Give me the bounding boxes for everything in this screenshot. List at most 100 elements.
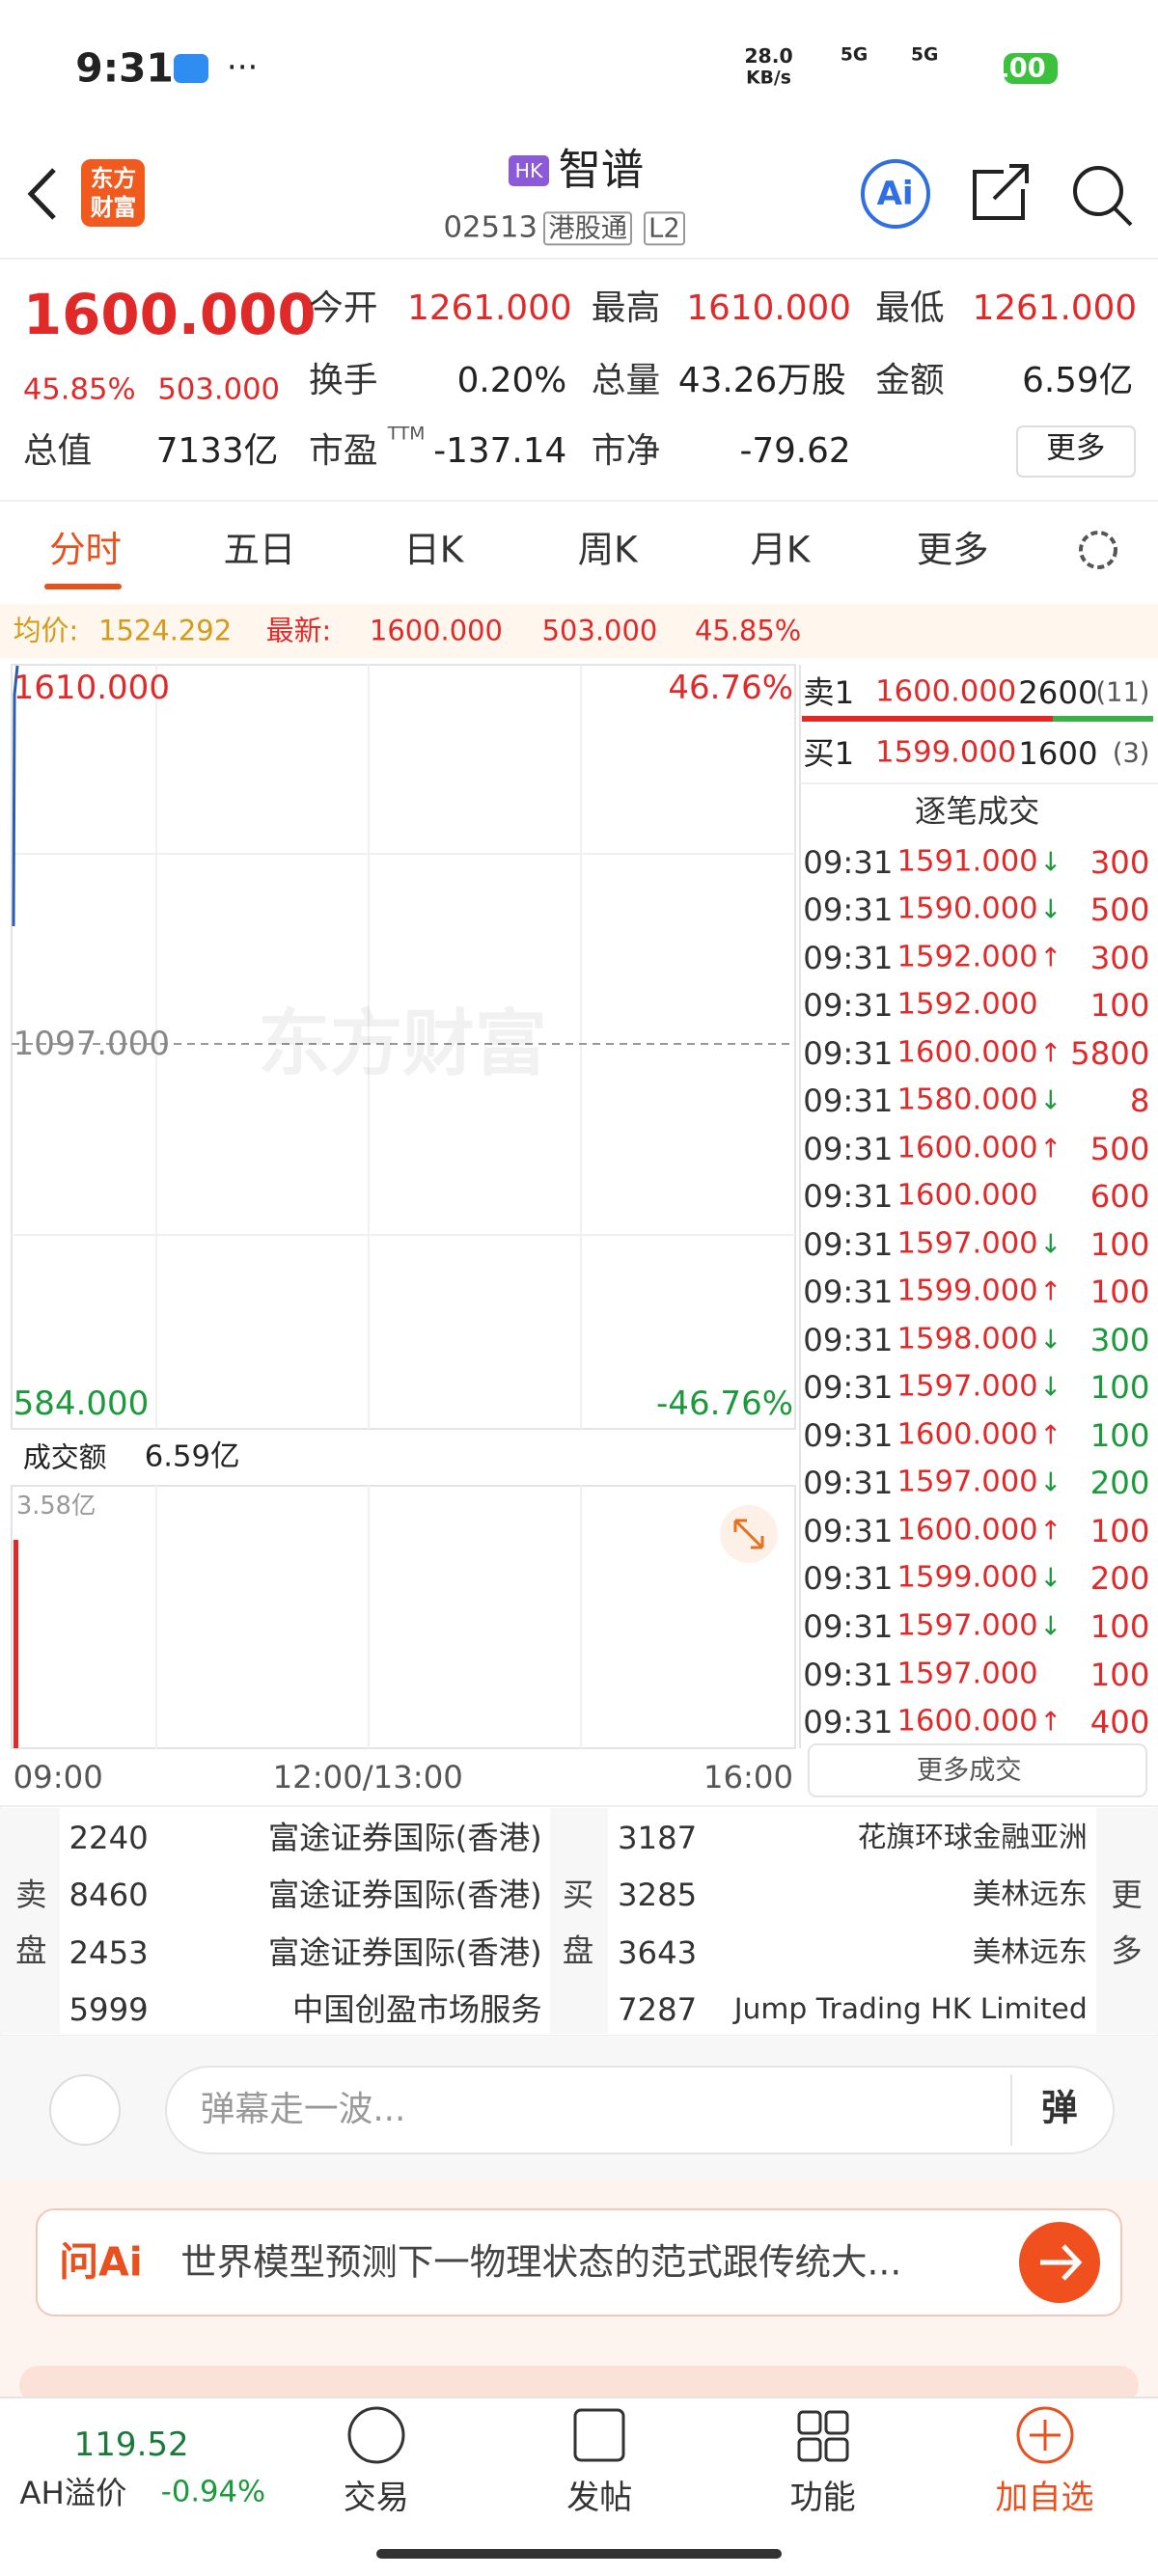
tab[interactable]: 更多 (916, 528, 989, 571)
trade-volume: 100 (1089, 1369, 1150, 1407)
trade-time: 09:31 (803, 843, 894, 881)
trade-arrow: ↑ (1039, 1707, 1062, 1738)
nav-item[interactable]: 发帖 (566, 2478, 633, 2517)
stock-name: 智谱 (558, 145, 645, 195)
trade-time: 09:31 (803, 986, 894, 1024)
broker-code: 5999 (69, 1991, 149, 2029)
trade-arrow: ↑ (1039, 1134, 1062, 1165)
trade-price: 1600.000 (896, 1178, 1038, 1213)
trade-volume: 300 (1089, 843, 1150, 881)
avg-price: 1524.292 (98, 614, 233, 647)
field-value: 1261.000 (972, 288, 1138, 329)
trade-icon[interactable] (347, 2406, 405, 2464)
danmu-icon[interactable] (49, 2074, 121, 2146)
trade-volume: 100 (1089, 1512, 1150, 1549)
trade-arrow: ↓ (1039, 1229, 1062, 1260)
trade-price: 1590.000 (896, 891, 1038, 926)
broker-code: 8460 (69, 1876, 149, 1913)
nav-item[interactable]: 交易 (343, 2478, 409, 2517)
logo-bg (81, 159, 145, 227)
share-icon[interactable] (973, 164, 1029, 220)
trade-volume: 5800 (1070, 1034, 1150, 1072)
broker-more[interactable]: 多 (1111, 1932, 1143, 1969)
broker-name: 美林远东 (972, 1934, 1088, 1969)
trade-volume: 100 (1089, 986, 1150, 1024)
trade-price: 1597.000 (896, 1608, 1038, 1643)
broker-name: 富途证券国际(香港) (267, 1819, 542, 1856)
nav-item[interactable]: 加自选 (995, 2478, 1094, 2517)
field-value: -137.14 (433, 431, 567, 472)
broker-side (0, 1808, 60, 2034)
danmu-input[interactable] (165, 2066, 1115, 2154)
trade-time: 09:31 (803, 1416, 894, 1454)
network: 5G (840, 44, 868, 66)
battery (1004, 53, 1058, 84)
ai-prompt[interactable]: 世界模型预测下一物理状态的范式跟传统大... (180, 2240, 902, 2284)
trade-time: 09:31 (803, 1274, 894, 1311)
back-icon[interactable] (27, 168, 56, 220)
trade-arrow: ↓ (1039, 1563, 1062, 1594)
trade-price: 1600.000 (896, 1704, 1038, 1739)
ai-label[interactable]: Ai (876, 174, 914, 213)
broker-name: 富途证券国际(香港) (267, 1933, 542, 1971)
book-qty: 1600 (1018, 735, 1098, 773)
info-bar (0, 604, 1158, 658)
tab[interactable]: 分时 (49, 528, 122, 571)
func-icon[interactable] (797, 2410, 822, 2435)
broker-name: 富途证券国际(香港) (267, 1876, 542, 1913)
ai-box[interactable] (36, 2208, 1122, 2316)
danmu-button[interactable]: 弹 (1041, 2086, 1078, 2129)
trade-time: 09:31 (803, 1082, 894, 1120)
add-icon[interactable] (1016, 2406, 1074, 2464)
nav-item[interactable]: 功能 (789, 2478, 856, 2517)
tab[interactable]: 月K (750, 528, 811, 571)
tab[interactable]: 周K (577, 528, 638, 571)
latest-price: 1600.000 (369, 614, 503, 647)
trade-volume: 500 (1089, 891, 1150, 928)
trade-time: 09:31 (803, 1465, 894, 1502)
trade-volume: 600 (1089, 1178, 1150, 1216)
more-button-label[interactable]: 更多 (1046, 432, 1106, 467)
trade-volume: 300 (1089, 939, 1150, 976)
post-icon[interactable] (573, 2408, 625, 2462)
trade-time: 09:31 (803, 1225, 894, 1263)
broker-name: 美林远东 (972, 1877, 1088, 1912)
broker-side (1096, 1808, 1158, 2034)
ai-icon[interactable] (861, 159, 930, 229)
trade-arrow: ↓ (1039, 1611, 1062, 1642)
trade-volume: 200 (1089, 1465, 1150, 1502)
trade-volume: 100 (1089, 1607, 1150, 1645)
tab[interactable]: 五日 (223, 528, 296, 571)
trade-time: 09:31 (803, 1369, 894, 1407)
field-value: 6.59亿 (1022, 360, 1134, 400)
field-value: 0.20% (456, 360, 567, 400)
more-trades[interactable]: 更多成交 (916, 1755, 1022, 1786)
time-label: 09:00 (13, 1758, 103, 1795)
latest-change: 503.000 (541, 614, 658, 647)
broker-code: 2240 (69, 1819, 149, 1856)
trade-price: 1580.000 (896, 1082, 1038, 1117)
trade-arrow: ↓ (1039, 1325, 1062, 1356)
more-trades-button[interactable] (808, 1743, 1147, 1797)
ah-pct: -0.94% (160, 2475, 266, 2509)
market-badge: HK (514, 158, 543, 182)
trade-volume: 200 (1089, 1560, 1150, 1598)
more-button[interactable] (1016, 425, 1136, 478)
volume-label[interactable]: 成交额 (22, 1440, 107, 1474)
battery-level: 100 (990, 53, 1046, 84)
search-icon[interactable] (1073, 166, 1123, 216)
broker-code: 2453 (69, 1933, 149, 1971)
field-value: 7133亿 (155, 431, 279, 472)
danmu-placeholder[interactable]: 弹幕走一波... (200, 2090, 406, 2130)
tab[interactable]: 日K (403, 528, 464, 571)
broker-more[interactable]: 更 (1111, 1876, 1143, 1913)
net-speed: 28.0 (744, 43, 793, 68)
book-count: (11) (1095, 677, 1150, 708)
trade-time: 09:31 (803, 1178, 894, 1216)
add-plus (1030, 2420, 1061, 2451)
settings-icon[interactable] (1079, 531, 1117, 569)
broker-name: Jump Trading HK Limited (733, 1992, 1088, 2027)
side-label: 买 (562, 1876, 594, 1913)
